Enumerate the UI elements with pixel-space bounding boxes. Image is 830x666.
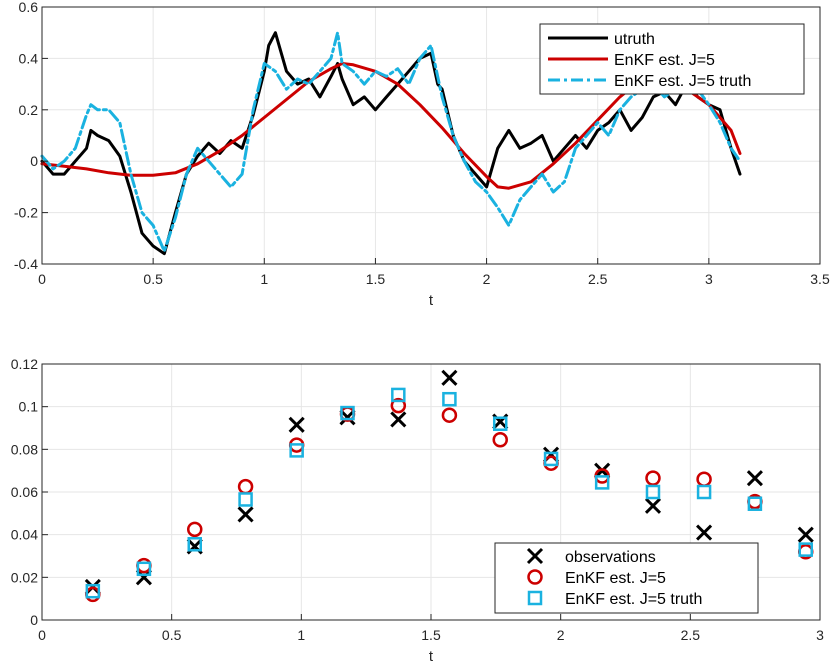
top-series-line-enkf-truth (40, 31, 742, 253)
top-x-tick-label: 1 (260, 271, 268, 287)
bottom-y-tick-label: 0.08 (11, 441, 38, 457)
bottom-legend-label-enkf-truth: EnKF est. J=5 truth (565, 591, 702, 608)
top-ticks: 0 0.5 1 1.5 2 2.5 3 3.5 -0.4 -0.2 0 0.2 0.4 0.6 (14, 0, 830, 287)
bottom-legend-box (494, 542, 759, 614)
top-y-tick-label: -0.2 (14, 205, 38, 221)
bottom-legend-marker-enkf (527, 569, 543, 585)
top-x-tick-label: 3.5 (810, 271, 830, 287)
bottom-series-group (84, 369, 814, 603)
bottom-point-enkf-truth (136, 561, 152, 577)
bottom-point-enkf (492, 431, 508, 448)
bottom-y-tick-label: 0.04 (11, 527, 38, 543)
top-x-tick-label: 2 (483, 271, 491, 287)
bottom-point-enkf-truth (696, 484, 712, 500)
top-x-tick-label: 0 (38, 271, 46, 287)
top-legend-label-utruth: utruth (614, 31, 655, 48)
top-legend: utruth EnKF est. J=5 EnKF est. J=5 truth (539, 23, 805, 95)
bottom-x-tick-label: 1.5 (421, 627, 441, 643)
bottom-y-tick-label: 0.02 (11, 569, 38, 585)
top-x-tick-label: 1.5 (366, 271, 386, 287)
bottom-point-enkf-truth (391, 387, 406, 403)
bottom-point-observations (696, 524, 713, 541)
top-x-axis-label: t (429, 292, 434, 309)
bottom-x-tick-label: 1 (297, 627, 305, 643)
bottom-chart: 0 0.5 1 1.5 2 2.5 300.020.040.060.080.10.12 t … (11, 356, 824, 665)
bottom-point-observations (644, 497, 662, 514)
bottom-point-enkf-truth (340, 405, 355, 421)
bottom-y-tick-label: 0.06 (11, 484, 38, 500)
top-x-tick-label: 2.5 (588, 271, 608, 287)
bottom-x-tick-label: 2.5 (681, 627, 701, 643)
bottom-point-enkf (186, 521, 203, 538)
top-chart: 0 0.5 1 1.5 2 2.5 3 3.5 -0.4 -0.2 0 0.2 0.4 0.6 t utr… (14, 0, 830, 309)
bottom-x-tick-label: 2 (557, 627, 565, 643)
bottom-point-enkf (441, 407, 458, 423)
bottom-point-enkf-truth (238, 492, 253, 507)
bottom-ticks: 0 0.5 1 1.5 2 2.5 3 0 0.02 0.04 0.06 0.08 0.1 0.12 (11, 356, 824, 643)
top-y-tick-label: 0.4 (19, 50, 39, 66)
top-x-tick-label: 0.5 (143, 271, 163, 287)
bottom-point-enkf-truth (645, 484, 661, 500)
top-y-tick-label: -0.4 (14, 256, 38, 272)
bottom-point-observations (390, 411, 407, 428)
top-legend-label-enkf-truth: EnKF est. J=5 truth (614, 73, 751, 90)
bottom-point-enkf-truth (798, 542, 813, 557)
top-y-tick-label: 0.6 (19, 0, 39, 15)
bottom-point-observations (288, 416, 305, 433)
bottom-point-enkf-truth (747, 496, 763, 511)
top-axes-box (41, 6, 821, 265)
bottom-point-enkf (390, 397, 407, 414)
top-x-tick-label: 3 (705, 271, 713, 287)
bottom-point-enkf-truth (492, 416, 508, 431)
bottom-point-observations (339, 409, 356, 426)
bottom-x-tick-label: 3 (816, 627, 824, 643)
bottom-legend-marker-enkf-truth (527, 590, 543, 606)
bottom-y-tick-label: 0 (30, 612, 38, 628)
bottom-y-tick-label: 0.1 (19, 399, 39, 415)
bottom-point-observations (135, 569, 152, 586)
bottom-x-tick-label: 0 (38, 627, 46, 643)
top-legend-label-enkf: EnKF est. J=5 (614, 52, 715, 69)
bottom-point-observations (746, 470, 763, 487)
top-y-tick-label: 0 (30, 153, 38, 169)
bottom-legend-label-observations: observations (565, 549, 656, 566)
bottom-y-tick-label: 0.12 (11, 356, 38, 372)
bottom-point-enkf-truth (187, 537, 202, 552)
bottom-x-tick-label: 0.5 (162, 627, 182, 643)
bottom-point-observations (797, 526, 814, 543)
bottom-legend: observations EnKF est. J=5 EnKF est. J=5… (494, 542, 759, 614)
bottom-point-enkf-truth (543, 451, 559, 467)
bottom-legend-label-enkf: EnKF est. J=5 (565, 570, 666, 587)
bottom-point-enkf (645, 470, 661, 486)
bottom-point-enkf-truth (442, 391, 457, 407)
bottom-point-observations (441, 369, 458, 386)
bottom-x-axis-label: t (429, 648, 434, 665)
bottom-point-enkf-truth (289, 443, 304, 458)
bottom-point-observations (237, 506, 254, 523)
bottom-point-enkf-truth (85, 583, 101, 599)
bottom-legend-marker-observations (526, 547, 544, 565)
top-y-tick-label: 0.2 (19, 102, 39, 118)
bottom-point-enkf-truth (594, 475, 610, 490)
